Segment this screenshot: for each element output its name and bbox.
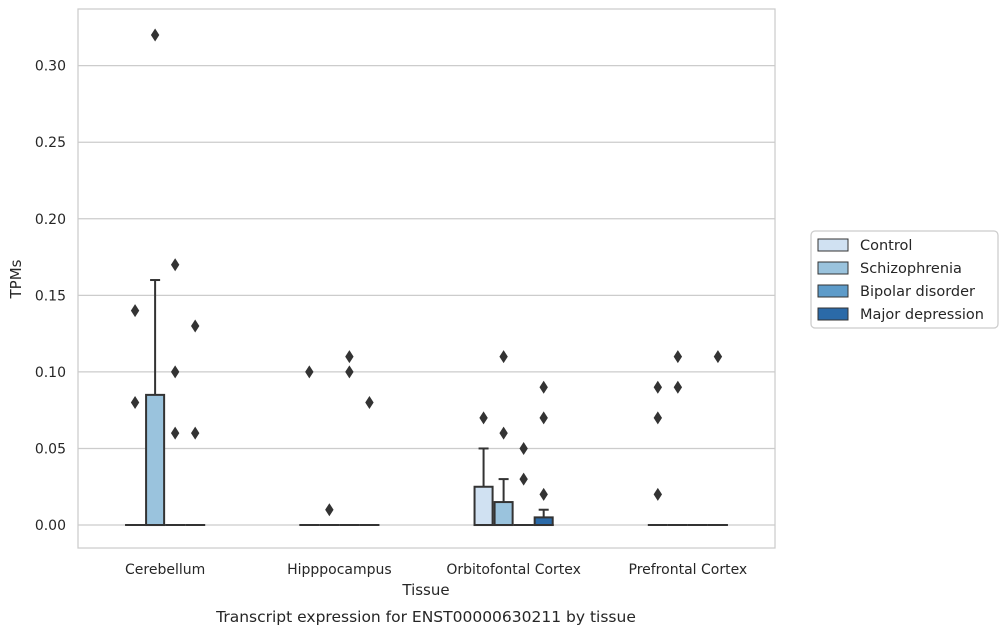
legend-swatch <box>817 307 849 321</box>
legend-label: Schizophrenia <box>860 261 962 277</box>
box <box>493 501 514 527</box>
outlier-point <box>150 28 160 42</box>
outlier-point <box>130 304 140 318</box>
legend-swatch <box>817 261 849 275</box>
outlier-marks <box>130 28 723 517</box>
x-tick-label: Orbitofontal Cortex <box>446 562 581 578</box>
chart-caption: Transcript expression for ENST0000063021… <box>215 608 636 626</box>
gridlines <box>78 65 775 526</box>
outlier-point <box>673 350 683 364</box>
outlier-point <box>519 472 528 486</box>
plot-frame <box>77 8 776 549</box>
x-tick-label: Cerebellum <box>125 562 205 578</box>
y-tick-label: 0.10 <box>35 365 66 381</box>
outlier-point <box>365 396 374 410</box>
x-tick-label: Prefrontal Cortex <box>629 562 748 578</box>
outlier-point <box>499 350 508 364</box>
legend-label: Bipolar disorder <box>860 284 975 300</box>
outlier-point <box>539 380 548 394</box>
outlier-point <box>345 350 354 364</box>
outlier-point <box>305 365 314 379</box>
outlier-point <box>713 350 723 364</box>
y-tick-labels: 0.00 0.05 0.10 0.15 0.20 0.25 0.30 <box>35 59 66 534</box>
y-tick-label: 0.25 <box>35 135 66 151</box>
y-axis-label: TPMs <box>7 259 25 299</box>
outlier-point <box>653 487 663 501</box>
box <box>473 485 494 527</box>
y-tick-label: 0.30 <box>35 59 66 75</box>
legend-swatch <box>817 284 849 298</box>
legend: Control Schizophrenia Bipolar disorder Majo… <box>810 230 999 329</box>
y-tick-label: 0.15 <box>35 288 66 304</box>
outlier-point <box>345 365 354 379</box>
outlier-point <box>499 426 508 440</box>
y-tick-label: 0.20 <box>35 212 66 228</box>
box <box>145 393 166 527</box>
outlier-point <box>479 411 488 425</box>
legend-frame <box>810 230 999 329</box>
x-axis-label: Tissue <box>401 581 449 599</box>
outlier-point <box>653 411 663 425</box>
outlier-point <box>170 365 180 379</box>
box-marks <box>125 279 728 527</box>
x-tick-labels: Cerebellum Hipppocampus Orbitofontal Corte… <box>125 562 747 578</box>
x-tick-label: Hipppocampus <box>287 562 392 578</box>
outlier-point <box>190 426 200 440</box>
y-tick-label: 0.00 <box>35 518 66 534</box>
outlier-point <box>170 258 180 272</box>
outlier-point <box>325 503 334 517</box>
outlier-point <box>673 380 683 394</box>
outlier-point <box>519 441 528 455</box>
legend-label: Major depression <box>860 307 984 323</box>
outlier-point <box>130 396 140 410</box>
legend-label: Control <box>860 238 912 254</box>
outlier-point <box>539 411 548 425</box>
outlier-point <box>190 319 200 333</box>
outlier-point <box>653 380 663 394</box>
outlier-point <box>170 426 180 440</box>
y-tick-label: 0.05 <box>35 441 66 457</box>
box <box>533 516 554 527</box>
outlier-point <box>539 487 548 501</box>
legend-swatch <box>817 238 849 252</box>
